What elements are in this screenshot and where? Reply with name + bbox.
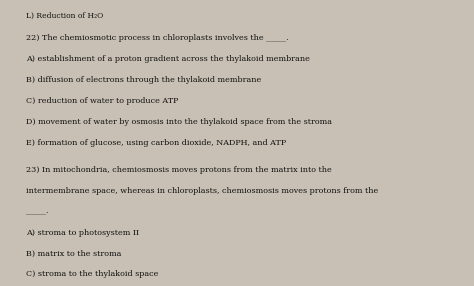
Text: B) diffusion of electrons through the thylakoid membrane: B) diffusion of electrons through the th… <box>26 76 261 84</box>
Text: intermembrane space, whereas in chloroplasts, chemiosmosis moves protons from th: intermembrane space, whereas in chloropl… <box>26 187 378 195</box>
Text: _____.: _____. <box>26 208 48 216</box>
Text: C) reduction of water to produce ATP: C) reduction of water to produce ATP <box>26 97 178 105</box>
Text: A) establishment of a proton gradient across the thylakoid membrane: A) establishment of a proton gradient ac… <box>26 55 310 63</box>
Text: A) stroma to photosystem II: A) stroma to photosystem II <box>26 229 139 237</box>
Text: B) matrix to the stroma: B) matrix to the stroma <box>26 249 121 257</box>
Text: D) movement of water by osmosis into the thylakoid space from the stroma: D) movement of water by osmosis into the… <box>26 118 332 126</box>
Text: L) Reduction of H₂O: L) Reduction of H₂O <box>26 11 103 19</box>
Text: E) formation of glucose, using carbon dioxide, NADPH, and ATP: E) formation of glucose, using carbon di… <box>26 139 286 147</box>
Text: 23) In mitochondria, chemiosmosis moves protons from the matrix into the: 23) In mitochondria, chemiosmosis moves … <box>26 166 332 174</box>
Text: C) stroma to the thylakoid space: C) stroma to the thylakoid space <box>26 270 158 278</box>
Text: 22) The chemiosmotic process in chloroplasts involves the _____.: 22) The chemiosmotic process in chloropl… <box>26 34 289 42</box>
